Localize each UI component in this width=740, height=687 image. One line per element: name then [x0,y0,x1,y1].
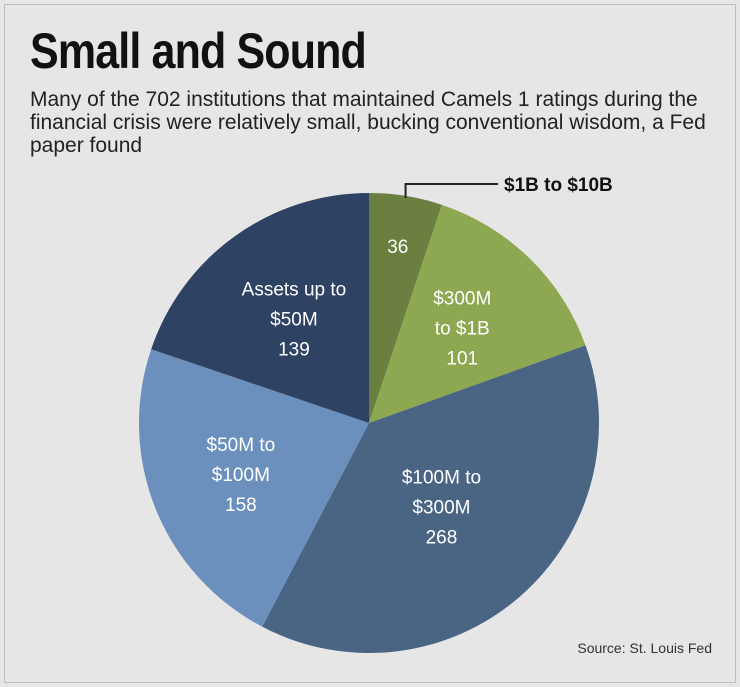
slice-value-assets-up-to-50m: 139 [278,339,310,360]
pie-slice-50m-to-100m [138,349,369,627]
slice-label-100m-to-300m: $100M to [402,467,481,488]
source-note: Source: St. Louis Fed [577,640,712,656]
slice-value-300m-to-1b: 101 [446,349,478,370]
pie-slice-assets-up-to-50m [151,193,369,423]
callout-line [404,183,498,198]
slice-label-assets-up-to-50m: Assets up to [242,279,347,300]
pie-slice-1b-to-10b [369,193,442,423]
slice-label-50m-to-100m: $100M [212,465,270,486]
callout-label-1b-to-10b: $1B to $10B [504,175,613,196]
slice-label-300m-to-1b: to $1B [435,319,490,340]
chart-title: Small and Sound [30,23,367,79]
chart-subtitle: Many of the 702 institutions that mainta… [30,88,706,157]
pie-slice-100m-to-300m [262,345,599,653]
slice-label-assets-up-to-50m: $50M [270,309,318,330]
slice-label-100m-to-300m: $300M [412,497,470,518]
slice-value-50m-to-100m: 158 [225,495,257,516]
slice-label-50m-to-100m: $50M to [207,435,276,456]
slice-value-1b-to-10b: 36 [387,237,408,258]
slice-label-300m-to-1b: $300M [433,289,491,310]
pie-slice-300m-to-1b [369,204,586,423]
slice-value-100m-to-300m: 268 [426,527,458,548]
